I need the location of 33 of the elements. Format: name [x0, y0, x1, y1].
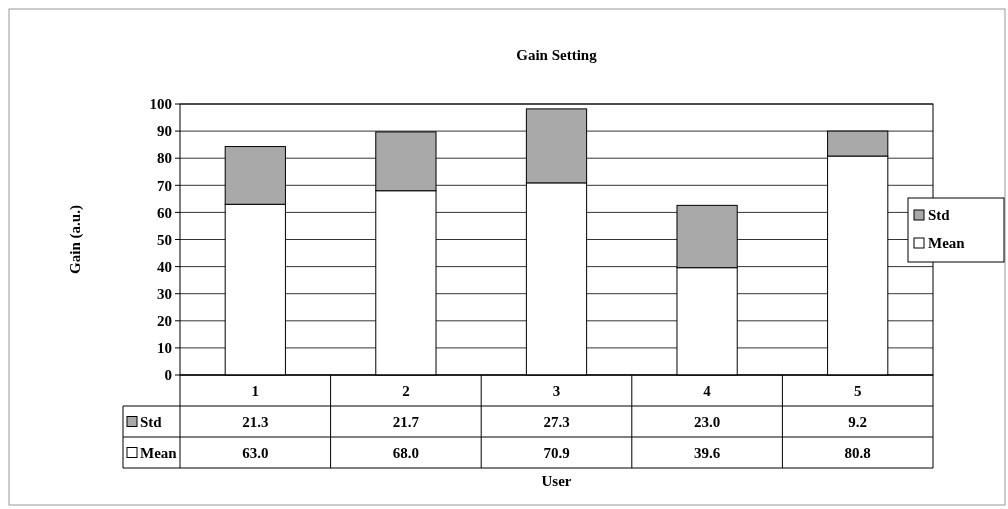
y-tick-label: 0	[164, 367, 172, 384]
y-tick-label: 100	[149, 96, 172, 113]
y-tick-label: 10	[157, 340, 172, 357]
x-tick-label: 2	[402, 382, 410, 399]
y-tick-label: 20	[157, 313, 172, 330]
data-label: 23.0	[693, 413, 721, 430]
data-label: 27.3	[543, 413, 570, 430]
data-label: 21.3	[242, 413, 269, 430]
chart-title: Gain Setting	[516, 47, 598, 63]
data-label: 68.0	[392, 444, 420, 461]
data-label: 70.9	[543, 444, 570, 461]
x-tick-label: 5	[853, 382, 862, 399]
legend-label: Mean	[928, 235, 966, 252]
x-tick-label: 1	[251, 382, 260, 399]
data-label: 63.0	[242, 444, 269, 461]
x-axis-title: User	[541, 473, 572, 489]
data-label: 80.8	[844, 444, 871, 461]
text: Mean	[140, 444, 177, 461]
legend-label: Std	[928, 207, 951, 224]
y-tick-label: 40	[157, 258, 172, 275]
data-label: 21.7	[392, 413, 420, 430]
data-label: 9.2	[848, 413, 868, 430]
text: Std	[140, 413, 162, 430]
data-label: 39.6	[693, 444, 721, 461]
y-tick-label: 80	[157, 150, 172, 167]
y-tick-label: 90	[157, 123, 172, 140]
x-tick-label: 3	[552, 382, 561, 399]
y-tick-label: 70	[157, 177, 172, 194]
y-axis-title: Gain (a.u.)	[67, 205, 84, 274]
x-tick-label: 4	[703, 382, 712, 399]
y-tick-label: 50	[157, 231, 172, 248]
y-tick-label: 60	[157, 204, 172, 221]
y-tick-label: 30	[157, 285, 172, 302]
